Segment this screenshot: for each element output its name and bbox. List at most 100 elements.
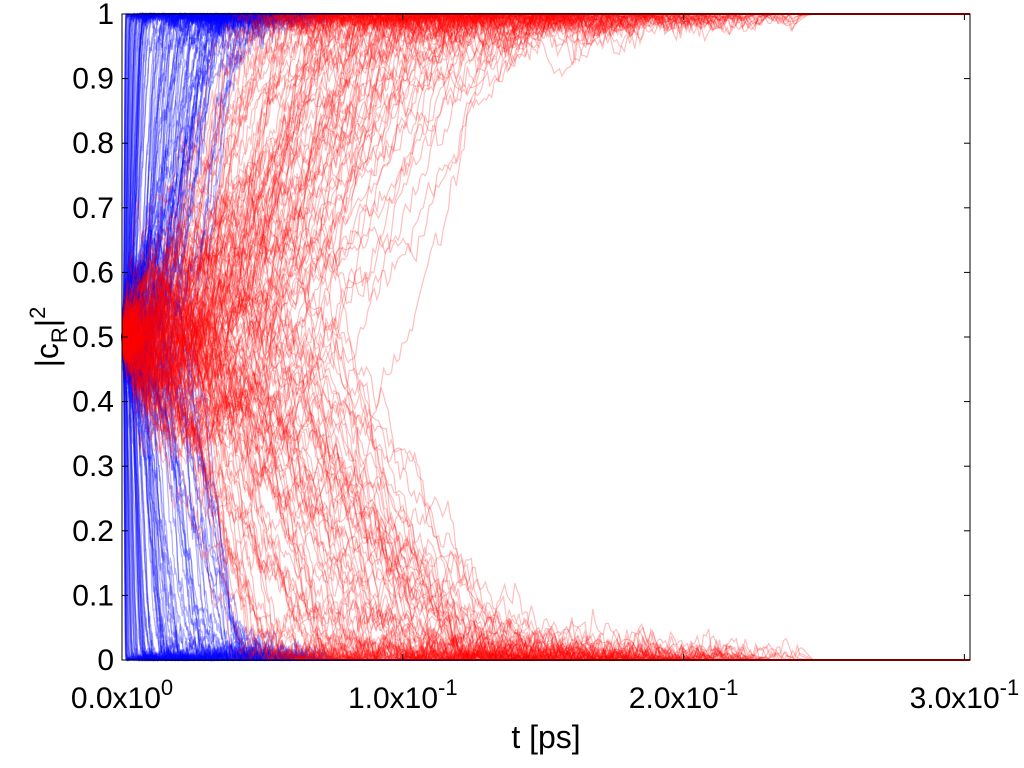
trajectory-line: [121, 336, 970, 662]
trajectory-line: [121, 323, 970, 663]
trajectory-line: [121, 334, 970, 662]
trajectory-line: [121, 313, 970, 663]
x-tick-label: 3.0x10-1: [910, 675, 1020, 715]
trajectory-line: [121, 13, 970, 376]
trajectory-line: [121, 320, 970, 663]
trajectory-line: [121, 12, 970, 344]
trajectory-line: [121, 13, 970, 385]
trajectory-line: [121, 313, 970, 663]
trajectory-line: [121, 318, 970, 661]
trajectory-line: [121, 12, 970, 344]
trajectory-line: [121, 12, 970, 374]
trajectory-line: [121, 336, 970, 663]
trajectory-line: [121, 12, 970, 353]
trajectory-line: [121, 232, 970, 662]
y-axis-label-subscript: R: [47, 327, 72, 343]
x-tick-exponent: -1: [438, 675, 458, 700]
trajectory-line: [121, 13, 970, 371]
trajectory-line: [121, 302, 970, 662]
trajectory-line: [121, 320, 970, 662]
trajectory-line: [121, 12, 970, 358]
trajectory-line: [121, 254, 970, 661]
trajectory-line: [121, 12, 970, 342]
trajectory-line: [121, 12, 970, 369]
trajectory-line: [121, 12, 970, 364]
trajectory-line: [121, 12, 970, 368]
trajectory-line: [121, 13, 970, 341]
x-tick-mantissa: 1.0x10: [348, 682, 438, 715]
trajectory-line: [121, 12, 970, 370]
trajectory-line: [121, 283, 970, 662]
trajectory-line: [121, 291, 970, 662]
trajectory-line: [121, 281, 970, 663]
trajectory-line: [121, 12, 970, 414]
trajectory-line: [121, 255, 970, 662]
trajectory-line: [121, 12, 970, 343]
trajectory-line: [121, 12, 970, 368]
y-tick-label: 0.6: [72, 256, 114, 289]
trajectory-line: [121, 332, 970, 662]
trajectory-line: [121, 301, 970, 662]
trajectory-line: [121, 268, 970, 662]
series-1-trajectories: [121, 11, 970, 663]
trajectory-line: [121, 325, 970, 662]
trajectory-line: [121, 12, 970, 387]
trajectory-line: [121, 11, 970, 387]
y-tick-label: 1: [97, 0, 114, 31]
trajectory-line: [121, 12, 970, 338]
trajectory-line: [121, 320, 970, 662]
series-0-trajectories: [121, 11, 970, 663]
trajectory-line: [121, 12, 970, 364]
trajectory-line: [121, 297, 970, 663]
trajectory-line: [121, 12, 970, 340]
trajectory-line: [121, 332, 970, 663]
trajectory-line: [121, 11, 970, 347]
trajectory-line: [122, 13, 970, 338]
trajectory-line: [121, 331, 970, 662]
x-tick-exponent: 0: [161, 675, 173, 700]
trajectory-line: [121, 305, 970, 662]
trajectory-line: [121, 12, 970, 417]
trajectory-line: [121, 268, 970, 663]
trajectory-line: [121, 332, 970, 662]
trajectory-line: [121, 13, 970, 342]
trajectory-line: [121, 12, 970, 338]
trajectory-line: [121, 330, 970, 661]
trajectory-line: [121, 11, 970, 383]
trajectory-line: [121, 12, 970, 350]
trajectory-line: [121, 229, 970, 663]
trajectory-line: [121, 11, 970, 338]
trajectory-line: [121, 269, 970, 662]
trajectory-line: [121, 11, 970, 384]
trajectory-line: [121, 333, 970, 662]
trajectory-line: [121, 296, 970, 663]
trajectory-line: [121, 209, 970, 662]
trajectory-line: [121, 13, 970, 364]
trajectory-line: [121, 313, 970, 663]
trajectory-line: [121, 11, 970, 343]
trajectory-line: [121, 11, 970, 378]
trajectory-line: [121, 13, 970, 392]
trajectory-line: [121, 12, 970, 432]
trajectory-line: [121, 12, 970, 409]
trajectory-line: [121, 313, 970, 662]
trajectory-line: [121, 316, 970, 662]
trajectory-line: [121, 328, 970, 662]
trajectory-line: [121, 12, 970, 360]
trajectory-line: [121, 268, 970, 662]
trajectory-line: [121, 11, 970, 339]
trajectory-line: [121, 12, 970, 406]
trajectory-line: [121, 12, 970, 372]
trajectory-line: [121, 12, 970, 403]
trajectory-line: [121, 252, 970, 662]
trajectory-line: [121, 332, 970, 662]
trajectory-line: [121, 12, 970, 339]
trajectory-line: [121, 11, 970, 415]
trajectory-line: [121, 11, 970, 341]
trajectory-line: [121, 294, 970, 662]
trajectory-line: [121, 12, 970, 442]
trajectory-line: [121, 12, 970, 351]
trajectory-line: [121, 12, 970, 355]
x-tick-label: 1.0x10-1: [348, 675, 458, 715]
trajectory-line: [121, 12, 970, 344]
